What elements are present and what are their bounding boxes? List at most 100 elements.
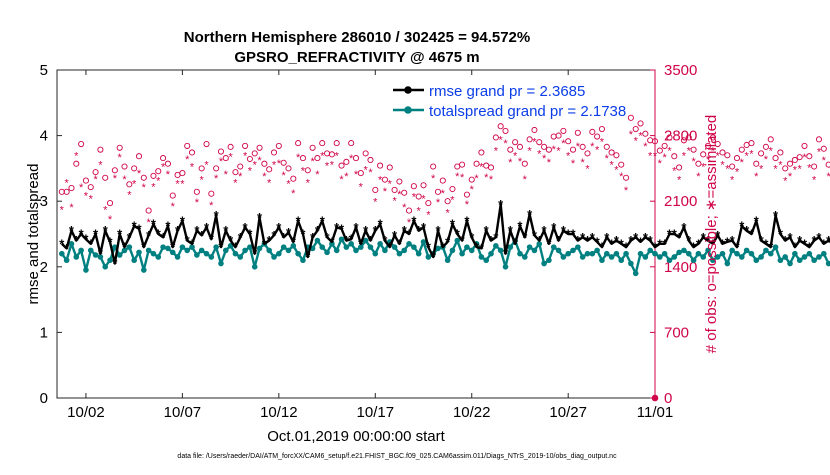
totalspread-point [710, 257, 716, 264]
rmse-point: * [672, 227, 678, 242]
rmse-point: * [98, 246, 104, 261]
obs-possible-point [299, 155, 307, 162]
rmse-point: * [701, 230, 707, 245]
obs-possible-point [666, 134, 673, 141]
obs-possible-point [497, 123, 504, 130]
obs-possible-point [145, 207, 152, 214]
obs-possible-point [242, 142, 249, 149]
obs-possible-point [627, 114, 634, 121]
totalspread-point [763, 247, 769, 254]
obs-assimilated-point: * [233, 178, 238, 190]
obs-assimilated-point: * [392, 195, 397, 207]
totalspread-point [169, 249, 176, 256]
totalspread-point [256, 245, 263, 252]
obs-possible-point [594, 133, 601, 140]
totalspread-point [420, 239, 427, 245]
rmse-point: * [64, 241, 70, 256]
obs-assimilated-point: * [378, 175, 383, 187]
rmse-point: * [754, 213, 760, 228]
totalspread-point [165, 245, 171, 252]
obs-possible-point [155, 168, 162, 175]
rmse-point: * [464, 213, 470, 228]
rmse-point: * [734, 240, 740, 255]
obs-assimilated-point: * [421, 193, 426, 205]
totalspread-point [681, 247, 687, 254]
obs-assimilated-point: * [397, 189, 402, 201]
obs-assimilated-point: * [224, 169, 229, 181]
totalspread-point [372, 250, 379, 257]
obs-assimilated-point: * [214, 173, 219, 185]
obs-possible-point [729, 163, 736, 170]
obs-assimilated-point: * [103, 205, 108, 217]
rmse-point: * [252, 246, 258, 261]
obs-assimilated-point: * [253, 160, 258, 172]
totalspread-point [237, 254, 244, 260]
rmse-point: * [108, 234, 114, 249]
rmse-point: * [267, 233, 273, 248]
rmse-point: * [69, 223, 75, 238]
obs-possible-point [410, 183, 417, 190]
obs-assimilated-point: * [556, 146, 561, 158]
obs-assimilated-point: * [272, 160, 277, 172]
obs-assimilated-point: * [494, 146, 499, 158]
rmse-point: * [151, 217, 157, 232]
obs-possible-point [521, 160, 528, 167]
obs-possible-point [463, 191, 470, 198]
obs-possible-point [565, 138, 572, 145]
x-axis: 10/02 10/07 10/12 10/17 10/22 10/27 11/01 [67, 70, 673, 421]
totalspread-point [483, 257, 490, 264]
rmse-point: * [493, 230, 499, 245]
rmse-point: * [233, 240, 239, 255]
totalspread-point [628, 260, 634, 267]
obs-assimilated-point: * [489, 174, 494, 186]
obs-assimilated-point: * [65, 178, 70, 190]
rmse-point: * [305, 249, 311, 264]
totalspread-point [575, 244, 581, 250]
rmse-point: * [595, 234, 601, 249]
obs-possible-point [68, 185, 75, 192]
rmse-point: * [783, 233, 789, 248]
obs-possible-point [478, 149, 485, 156]
rmse-point: * [180, 213, 186, 228]
totalspread-point [555, 247, 562, 254]
rmse-point: * [397, 236, 403, 251]
rmse-point: * [517, 219, 523, 234]
totalspread-point [594, 247, 600, 254]
rmse-point: * [609, 236, 615, 251]
y-left-tick-label: 3 [40, 193, 48, 210]
obs-possible-point [415, 193, 422, 200]
rmse-point: * [378, 217, 384, 232]
totalspread-point [353, 247, 359, 254]
totalspread-point [758, 254, 764, 260]
rmse-point: * [353, 220, 359, 235]
totalspread-point [579, 254, 586, 260]
obs-assimilated-point: * [571, 158, 576, 170]
rmse-point: * [271, 228, 277, 243]
totalspread-point [811, 257, 817, 264]
obs-possible-point [425, 200, 432, 207]
totalspread-point [700, 254, 707, 260]
obs-assimilated-point: * [79, 182, 84, 194]
x-tick-label: 10/12 [260, 404, 298, 421]
totalspread-point [444, 257, 451, 264]
obs-assimilated-point: * [754, 171, 759, 183]
obs-assimilated-point: * [238, 171, 243, 183]
y-left-tick-label: 4 [40, 128, 48, 145]
obs-possible-point [492, 134, 499, 141]
rmse-point: * [445, 234, 451, 249]
rmse-point: * [93, 227, 99, 242]
obs-possible-point [102, 174, 109, 181]
obs-assimilated-point: * [93, 174, 98, 186]
obs-assimilated-point: * [629, 129, 634, 141]
obs-assimilated-point: * [243, 150, 248, 162]
totalspread-point [550, 244, 557, 250]
obs-assimilated-point: * [306, 178, 311, 190]
totalspread-point [753, 257, 760, 264]
totalspread-point [792, 250, 798, 257]
obs-possible-point [656, 147, 663, 154]
obs-possible-point [169, 192, 176, 199]
totalspread-point [59, 250, 65, 257]
rmse-point: * [812, 233, 818, 248]
rmse-point: * [469, 230, 475, 245]
totalspread-point [541, 260, 547, 267]
